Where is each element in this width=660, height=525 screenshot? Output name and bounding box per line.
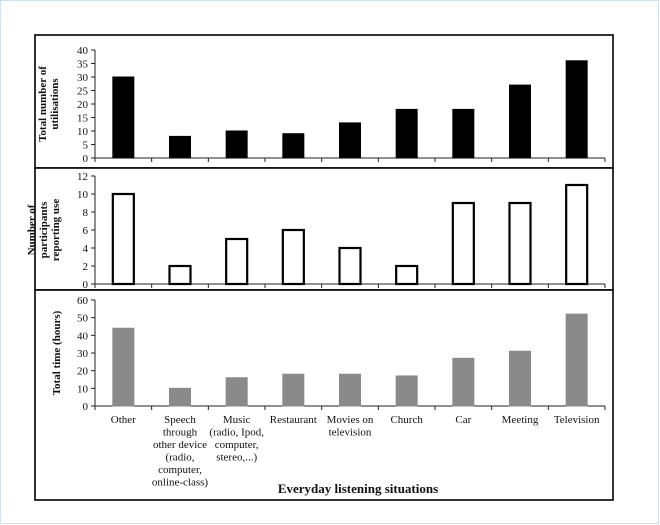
y-tick-label: 30 bbox=[77, 72, 89, 84]
y-tick-label: 2 bbox=[83, 261, 89, 273]
y-tick-label: 10 bbox=[77, 126, 89, 138]
y-tick-label: 25 bbox=[77, 86, 89, 98]
bar bbox=[395, 375, 418, 407]
y-tick-label: 4 bbox=[83, 243, 89, 255]
y-tick-label: 5 bbox=[83, 140, 89, 152]
bar bbox=[451, 201, 475, 286]
y-tick-label: 60 bbox=[77, 295, 89, 307]
bar bbox=[225, 130, 248, 159]
y-tick-label: 35 bbox=[77, 59, 89, 71]
y-axis-title: Total time (hours) bbox=[51, 310, 63, 395]
y-tick-label: 10 bbox=[77, 189, 89, 201]
bar bbox=[339, 373, 361, 407]
category-label: Car bbox=[455, 414, 471, 426]
category-label: Restaurant bbox=[270, 414, 317, 426]
category-label: Music (radio, Ipod, computer, stereo,...) bbox=[209, 414, 264, 464]
bar bbox=[452, 357, 475, 407]
bar bbox=[225, 237, 249, 286]
bar bbox=[509, 350, 531, 407]
y-tick-label: 30 bbox=[77, 348, 89, 360]
y-tick-label: 40 bbox=[77, 330, 89, 342]
bar bbox=[565, 313, 588, 407]
y-tick-label: 50 bbox=[77, 313, 89, 325]
y-tick-label: 12 bbox=[77, 171, 88, 183]
y-tick-label: 20 bbox=[77, 99, 89, 111]
y-tick-label: 6 bbox=[83, 225, 89, 237]
y-tick-label: 0 bbox=[83, 401, 89, 413]
bar bbox=[169, 135, 191, 159]
category-label: Television bbox=[554, 414, 600, 426]
bar bbox=[339, 122, 361, 159]
bar bbox=[395, 108, 418, 159]
category-labels: Other Speech through other device (radio, com… bbox=[111, 414, 600, 489]
bar bbox=[282, 373, 305, 407]
category-label: Church bbox=[390, 414, 423, 426]
bar bbox=[509, 84, 531, 159]
bar bbox=[452, 108, 475, 159]
y-tick-label: 40 bbox=[77, 45, 89, 57]
bar bbox=[111, 192, 135, 286]
category-label: Other bbox=[111, 414, 136, 426]
bar bbox=[282, 133, 305, 159]
bar bbox=[395, 264, 419, 286]
bar bbox=[225, 377, 248, 407]
bar bbox=[508, 201, 532, 286]
y-tick-label: 0 bbox=[83, 279, 89, 291]
y-axis-title: Total number ofutilisations bbox=[37, 66, 61, 142]
y-tick-label: 0 bbox=[83, 153, 89, 165]
y-tick-label: 15 bbox=[77, 113, 89, 125]
bar bbox=[338, 246, 362, 286]
bar bbox=[565, 183, 589, 286]
panel-participants-reporting-use: 0 2 4 6 8 10 12 Number ofparticipantsreporting … bbox=[26, 171, 606, 291]
y-tick-label: 8 bbox=[83, 207, 89, 219]
bar bbox=[112, 327, 135, 407]
bar bbox=[112, 76, 135, 159]
bar bbox=[168, 264, 192, 286]
x-axis-title: Everyday listening situations bbox=[278, 481, 438, 496]
bar bbox=[169, 387, 191, 407]
y-tick-label: 10 bbox=[77, 383, 89, 395]
category-label: Meeting bbox=[502, 414, 539, 426]
y-tick-label: 20 bbox=[77, 366, 89, 378]
bar bbox=[565, 60, 588, 159]
y-axis-title: Number ofparticipantsreporting use bbox=[26, 199, 62, 262]
category-label: Movies on television bbox=[327, 414, 374, 439]
category-label: Speech through other device (radio, computer… bbox=[152, 414, 209, 489]
panel-total-time-hours: 0 10 20 30 40 50 60 Total time (hours) bbox=[51, 295, 606, 413]
bar bbox=[281, 228, 305, 286]
